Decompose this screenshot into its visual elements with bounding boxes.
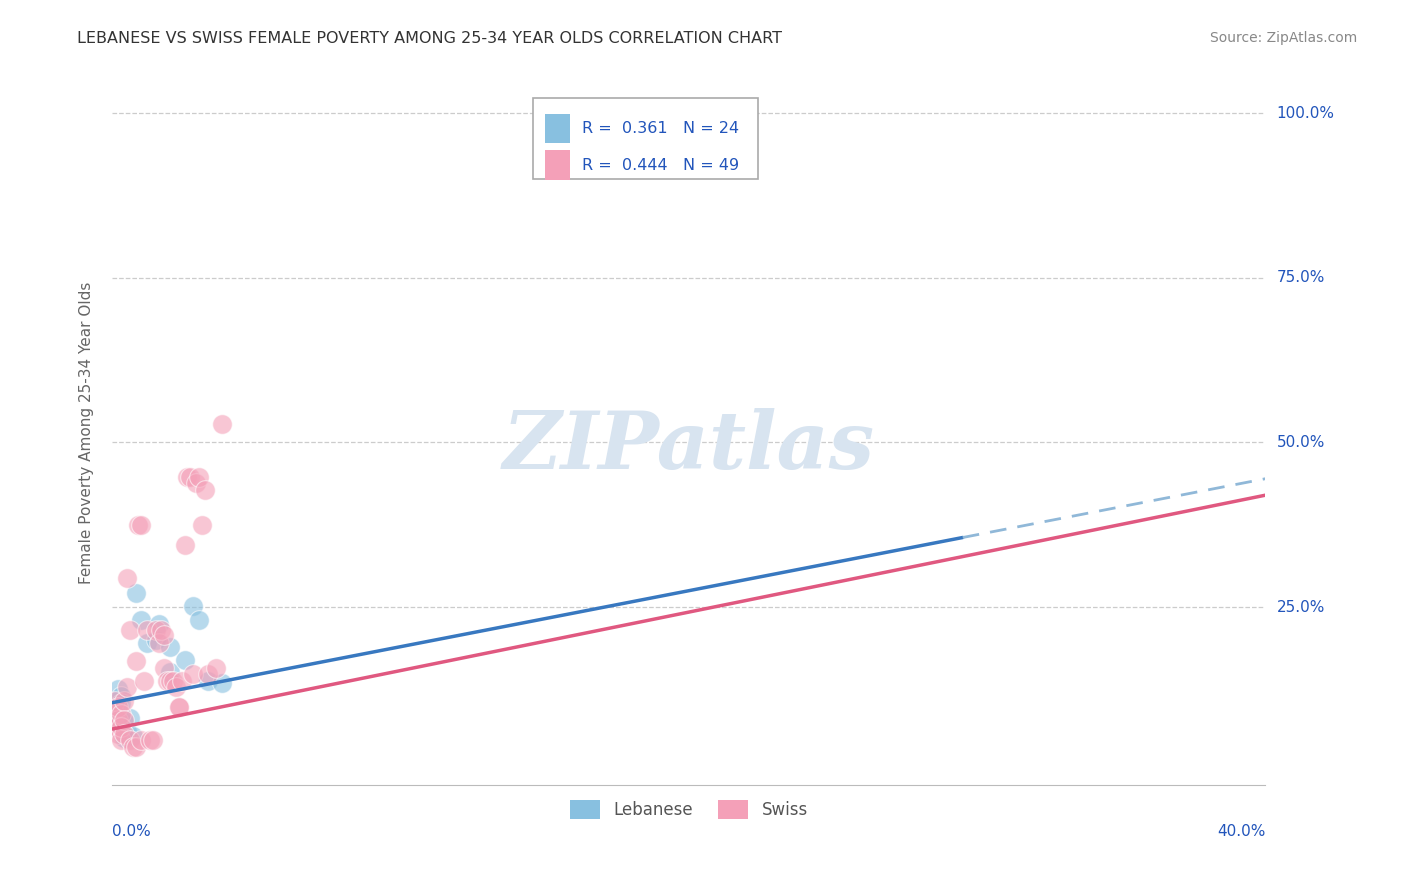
Point — [167, 700, 190, 714]
Point — [115, 723, 138, 738]
Point — [124, 739, 146, 754]
Text: LEBANESE VS SWISS FEMALE POVERTY AMONG 25-34 YEAR OLDS CORRELATION CHART: LEBANESE VS SWISS FEMALE POVERTY AMONG 2… — [77, 31, 782, 46]
Point — [112, 731, 135, 745]
Text: 100.0%: 100.0% — [1277, 106, 1334, 120]
Point — [129, 733, 153, 747]
Point — [118, 623, 141, 637]
Point — [211, 676, 233, 690]
Point — [112, 693, 135, 707]
Point — [179, 469, 201, 483]
Point — [124, 654, 146, 668]
Point — [136, 636, 159, 650]
Text: 50.0%: 50.0% — [1277, 435, 1324, 450]
Point — [194, 483, 217, 497]
Point — [110, 733, 132, 747]
Point — [191, 517, 214, 532]
Text: 40.0%: 40.0% — [1218, 824, 1265, 838]
Point — [159, 665, 181, 679]
Point — [188, 613, 211, 627]
Point — [159, 673, 181, 688]
Point — [107, 682, 129, 697]
Y-axis label: Female Poverty Among 25-34 Year Olds: Female Poverty Among 25-34 Year Olds — [79, 282, 94, 583]
Point — [159, 640, 181, 654]
Point — [127, 517, 149, 532]
Point — [181, 599, 204, 613]
Point — [153, 628, 176, 642]
Point — [148, 636, 170, 650]
FancyBboxPatch shape — [533, 98, 758, 179]
Text: 0.0%: 0.0% — [112, 824, 152, 838]
Point — [107, 708, 129, 723]
Point — [153, 661, 176, 675]
Point — [173, 653, 195, 667]
Point — [104, 720, 127, 734]
Point — [115, 681, 138, 695]
Point — [148, 616, 170, 631]
Point — [156, 673, 179, 688]
Point — [197, 667, 219, 681]
Point — [129, 613, 153, 627]
Point — [139, 733, 162, 747]
FancyBboxPatch shape — [546, 151, 571, 180]
Point — [104, 702, 127, 716]
Point — [107, 714, 129, 728]
Point — [205, 661, 228, 675]
Point — [121, 739, 143, 754]
Point — [134, 673, 156, 688]
Point — [104, 714, 127, 728]
Point — [104, 693, 127, 707]
Point — [145, 623, 167, 637]
Point — [118, 711, 141, 725]
Point — [112, 715, 135, 730]
Point — [145, 633, 167, 648]
Point — [173, 538, 195, 552]
Point — [197, 673, 219, 688]
Point — [162, 673, 184, 688]
Point — [107, 726, 129, 740]
Point — [110, 689, 132, 703]
Point — [184, 476, 207, 491]
Point — [110, 720, 132, 734]
Point — [124, 585, 146, 599]
Point — [167, 700, 190, 714]
Point — [118, 733, 141, 747]
Point — [110, 720, 132, 734]
Point — [129, 517, 153, 532]
Text: Source: ZipAtlas.com: Source: ZipAtlas.com — [1209, 31, 1357, 45]
Point — [170, 673, 193, 688]
Text: R =  0.444   N = 49: R = 0.444 N = 49 — [582, 158, 738, 173]
Point — [110, 706, 132, 721]
Point — [150, 623, 173, 637]
Point — [211, 417, 233, 431]
Legend: Lebanese, Swiss: Lebanese, Swiss — [564, 793, 814, 826]
Point — [110, 696, 132, 710]
Point — [181, 667, 204, 681]
Text: ZIPatlas: ZIPatlas — [503, 408, 875, 485]
Point — [104, 706, 127, 721]
Point — [165, 681, 187, 695]
Point — [107, 700, 129, 714]
Point — [115, 570, 138, 584]
FancyBboxPatch shape — [546, 114, 571, 144]
Point — [112, 726, 135, 740]
Text: 75.0%: 75.0% — [1277, 270, 1324, 285]
Text: R =  0.361   N = 24: R = 0.361 N = 24 — [582, 121, 738, 136]
Point — [188, 469, 211, 483]
Point — [136, 623, 159, 637]
Text: 25.0%: 25.0% — [1277, 599, 1324, 615]
Point — [142, 733, 165, 747]
Point — [112, 714, 135, 728]
Point — [176, 469, 198, 483]
Point — [121, 729, 143, 743]
